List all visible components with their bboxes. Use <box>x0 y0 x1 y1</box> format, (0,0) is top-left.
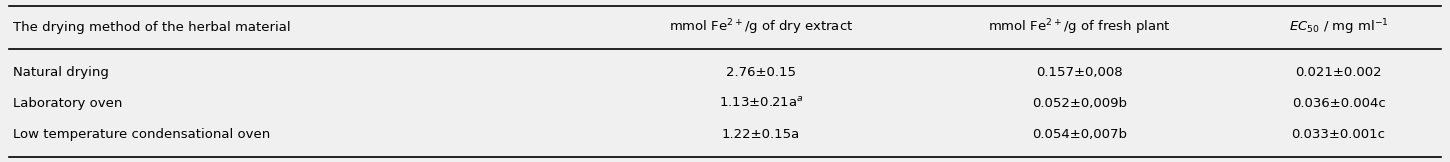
Text: 2.76±0.15: 2.76±0.15 <box>726 66 796 79</box>
Text: 1.22±0.15a: 1.22±0.15a <box>722 128 800 141</box>
Text: The drying method of the herbal material: The drying method of the herbal material <box>13 21 290 34</box>
Text: mmol Fe$^{2+}$/g of dry extract: mmol Fe$^{2+}$/g of dry extract <box>668 18 854 37</box>
Text: Natural drying: Natural drying <box>13 66 109 79</box>
Text: 0.054±0,007b: 0.054±0,007b <box>1032 128 1127 141</box>
Text: mmol Fe$^{2+}$/g of fresh plant: mmol Fe$^{2+}$/g of fresh plant <box>989 18 1172 37</box>
Text: 0.033±0.001c: 0.033±0.001c <box>1292 128 1386 141</box>
Text: Laboratory oven: Laboratory oven <box>13 97 122 110</box>
Text: Low temperature condensational oven: Low temperature condensational oven <box>13 128 270 141</box>
Text: 1.13±0.21a$^{a}$: 1.13±0.21a$^{a}$ <box>719 96 803 110</box>
Text: 0.036±0.004c: 0.036±0.004c <box>1292 97 1386 110</box>
Text: $\it{EC}$$_{50}$ / mg ml$^{-1}$: $\it{EC}$$_{50}$ / mg ml$^{-1}$ <box>1289 18 1389 37</box>
Text: 0.021±0.002: 0.021±0.002 <box>1295 66 1382 79</box>
Text: 0.157±0,008: 0.157±0,008 <box>1037 66 1122 79</box>
Text: 0.052±0,009b: 0.052±0,009b <box>1032 97 1127 110</box>
